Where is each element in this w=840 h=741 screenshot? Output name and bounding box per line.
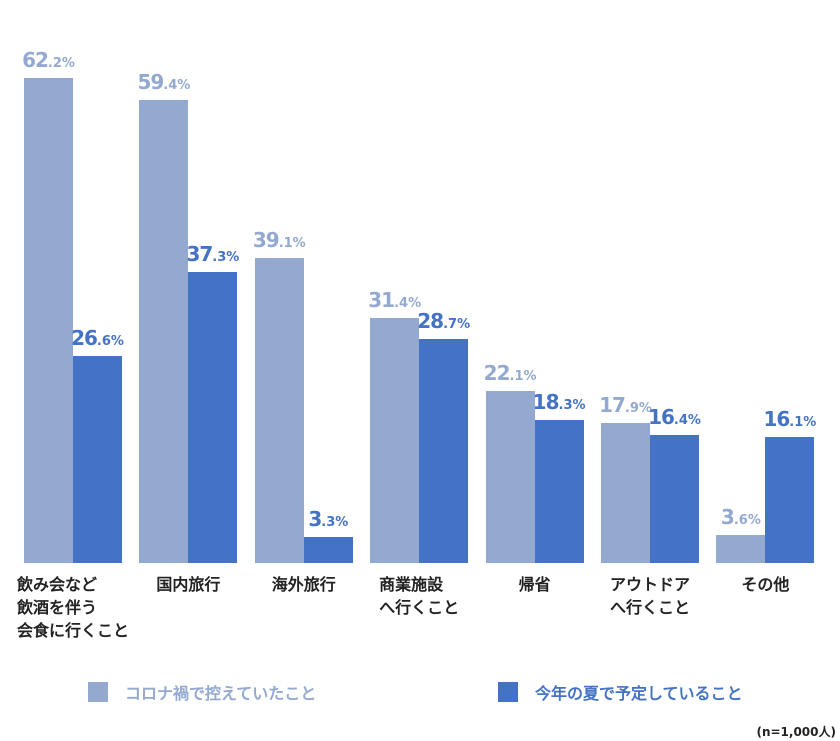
category-label: 飲み会など飲酒を伴う会食に行くこと: [3, 573, 143, 642]
category-label: 帰省: [465, 573, 605, 596]
data-label: 26.6%: [71, 325, 124, 350]
bar-restrained: [601, 423, 650, 563]
category-label-line: へ行くこと: [609, 598, 690, 617]
data-label: 59.4%: [137, 69, 191, 94]
category-label: 海外旅行: [234, 573, 374, 596]
category-label-line: 海外旅行: [271, 575, 336, 594]
category-label-text: 帰省: [519, 573, 551, 596]
category-label: その他: [695, 573, 835, 596]
sample-size-note: (n=1,000人): [756, 725, 836, 739]
bar-planned: [765, 437, 815, 563]
category-label-line: 会食に行くこと: [16, 621, 129, 640]
category-label-text: 飲み会など飲酒を伴う会食に行くこと: [17, 573, 129, 642]
bar-restrained: [254, 258, 304, 563]
bar-planned: [188, 272, 238, 563]
data-label: 28.7%: [417, 309, 471, 334]
data-label: 39.1%: [252, 228, 306, 253]
category-label-line: へ行くこと: [379, 598, 460, 617]
data-label: 3.3%: [308, 507, 349, 532]
bar-planned: [303, 537, 353, 563]
category-label: アウトドアへ行くこと: [580, 573, 720, 619]
category-label-text: 海外旅行: [272, 573, 336, 596]
category-label: 商業施設 へ行くこと: [349, 573, 489, 619]
category-label: 国内旅行: [118, 573, 258, 596]
data-label: 16.4%: [648, 405, 701, 430]
data-label: 17.9%: [599, 393, 652, 418]
legend-item-planned: 今年の夏で予定していること: [498, 680, 743, 704]
data-label: 16.1%: [763, 407, 817, 432]
category-label-line: 商業施設: [379, 575, 444, 594]
legend-swatch: [88, 682, 108, 702]
bar-restrained: [370, 318, 420, 563]
bar-planned: [650, 435, 699, 563]
category-label-line: 飲み会など: [16, 575, 97, 594]
bar-restrained: [716, 534, 766, 563]
bar-planned: [73, 355, 122, 563]
data-label: 18.3%: [532, 390, 586, 415]
category-label-line: 飲酒を伴う: [16, 598, 97, 617]
legend-swatch: [498, 682, 518, 702]
legend-item-restrained: コロナ禍で控えていたこと: [88, 680, 316, 704]
category-label-text: 国内旅行: [156, 573, 220, 596]
category-label-line: アウトドア: [609, 575, 690, 594]
bar-planned: [419, 339, 469, 563]
legend-label: コロナ禍で控えていたこと: [125, 684, 317, 703]
category-label-text: アウトドアへ行くこと: [610, 573, 690, 619]
legend-label: 今年の夏で予定していること: [535, 684, 743, 703]
category-label-line: 帰省: [518, 575, 551, 594]
data-label: 31.4%: [368, 288, 422, 313]
bar-restrained: [24, 78, 73, 563]
category-label-text: その他: [741, 573, 789, 596]
category-label-line: その他: [741, 575, 790, 594]
bar-restrained: [139, 99, 189, 563]
category-label-text: 商業施設 へ行くこと: [379, 573, 459, 619]
data-label: 22.1%: [483, 360, 537, 385]
bar-planned: [534, 420, 584, 563]
bar-restrained: [485, 390, 535, 563]
data-label: 3.6%: [720, 504, 761, 529]
category-label-line: 国内旅行: [156, 575, 221, 594]
data-label: 62.2%: [22, 48, 75, 72]
data-label: 37.3%: [186, 242, 240, 267]
